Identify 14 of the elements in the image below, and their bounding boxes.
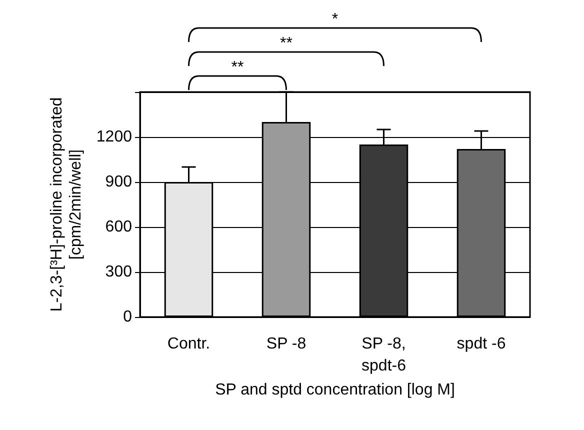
text: **: [231, 59, 244, 77]
x-tick-label: Contr.: [167, 336, 210, 352]
text: **: [280, 35, 292, 53]
x-tick-label: SP -8: [266, 336, 306, 352]
x-tick-label: spdt -6: [456, 336, 506, 352]
y-tick-label: 900: [105, 174, 132, 190]
x-axis-title: SP and sptd concentration [log M]: [215, 381, 455, 398]
y-tick-label: 600: [105, 218, 132, 236]
y-tick-label: 300: [105, 264, 132, 280]
x-tick-label: SP -8, spdt-6: [362, 336, 406, 374]
y-axis-title: L-2,3-[³H]-proline incorporated [cpm/2min/well]: [48, 97, 85, 312]
text: *: [332, 11, 338, 29]
y-tick-label: 1200: [96, 128, 132, 146]
y-tick-label: 0: [123, 308, 132, 326]
